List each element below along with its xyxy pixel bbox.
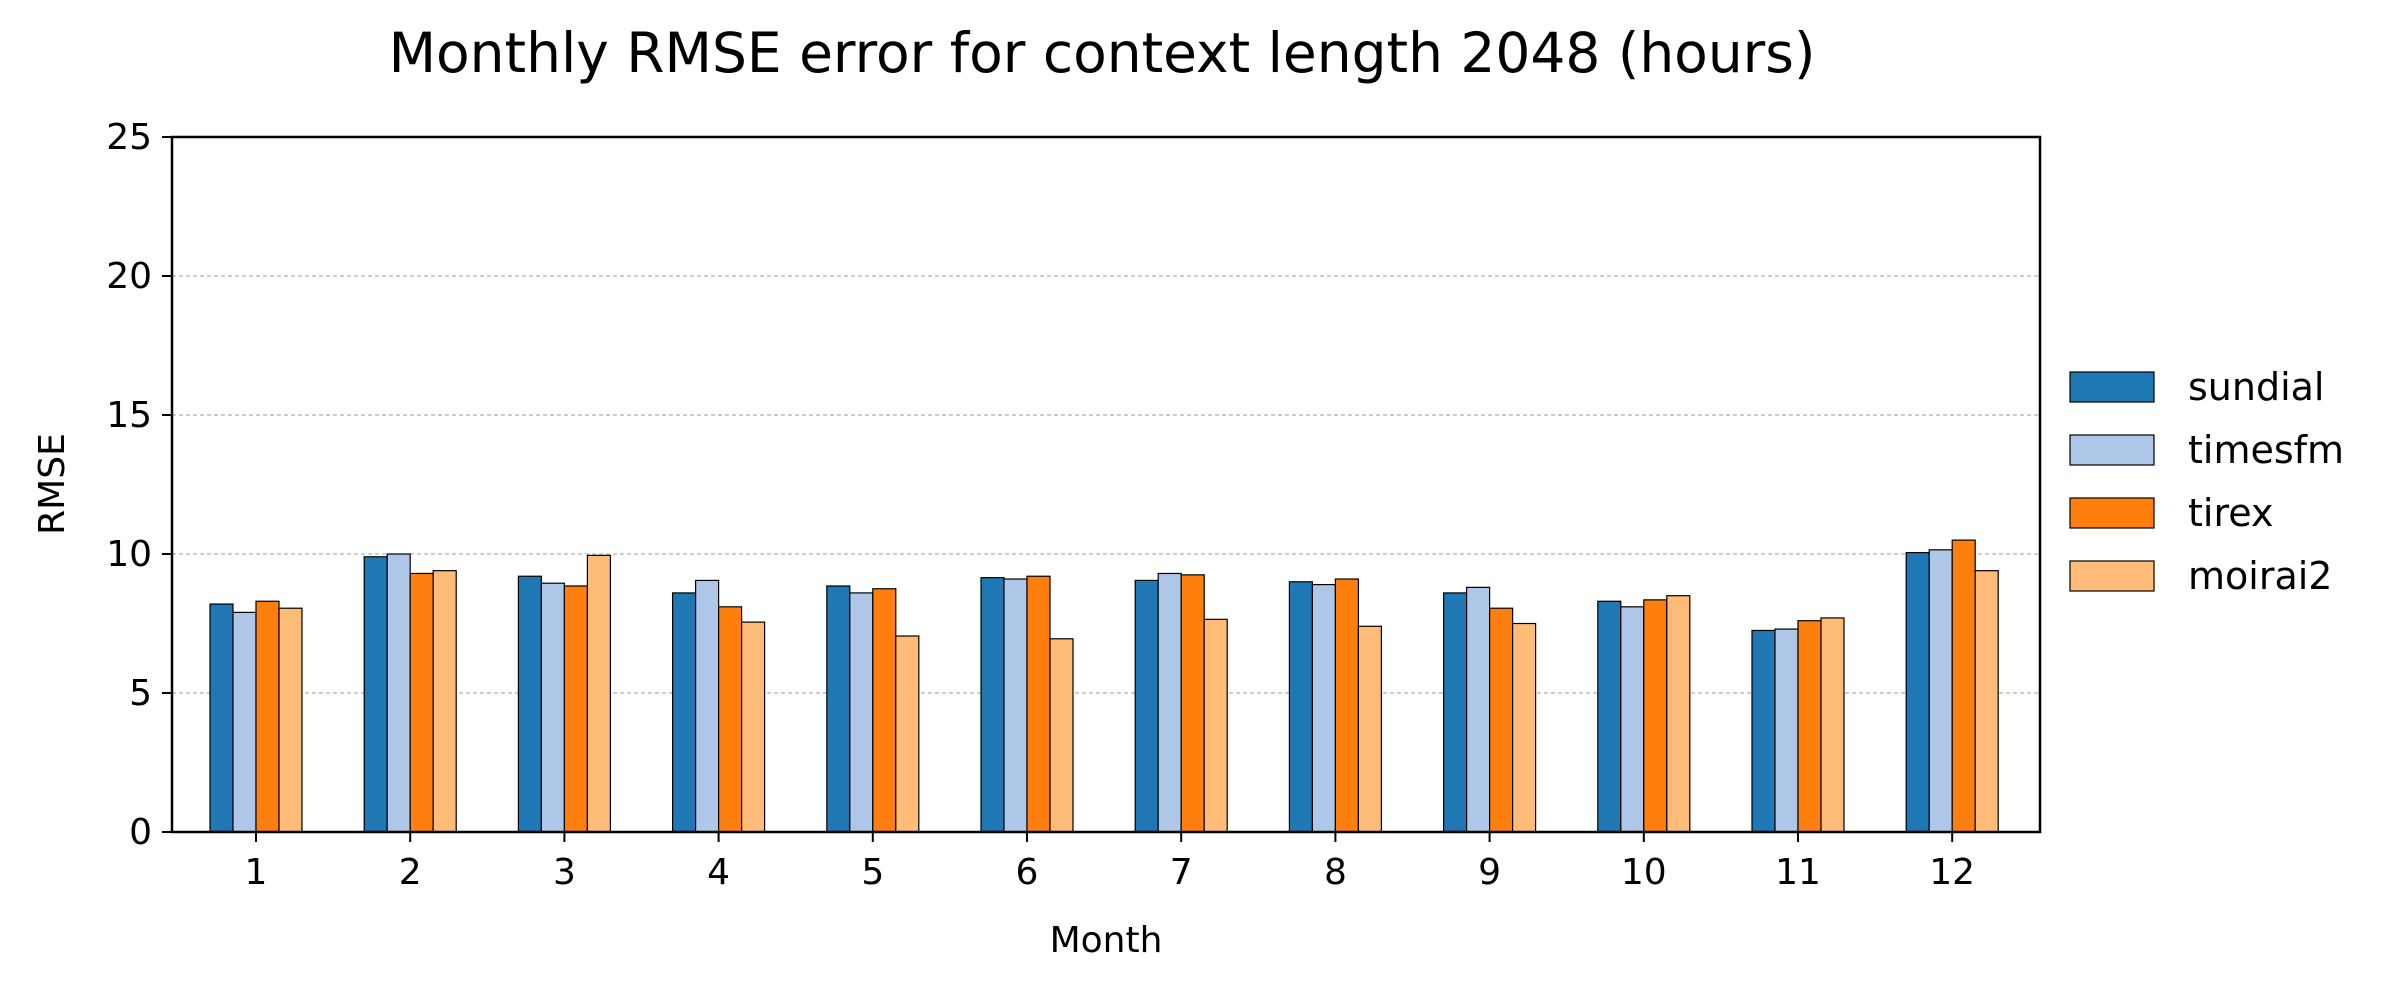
x-axis: 1 2 3 4 5 6 7 8 9 10 11 12 <box>245 832 1975 893</box>
bar-moirai2 <box>895 635 920 833</box>
legend-swatch <box>2069 497 2155 529</box>
bar-tirex <box>717 606 743 833</box>
x-tick-label: 3 <box>553 852 576 893</box>
x-tick-label: 7 <box>1170 852 1193 893</box>
bar-moirai2 <box>1203 618 1228 833</box>
x-tick-label: 2 <box>399 852 422 893</box>
x-tick-label: 11 <box>1775 852 1821 893</box>
legend-swatch <box>2069 371 2155 403</box>
y-axis: 0 5 10 15 20 25 <box>106 117 172 853</box>
bar-moirai2 <box>278 607 303 833</box>
legend-swatch <box>2069 560 2155 592</box>
y-tick-label: 10 <box>106 534 152 575</box>
chart-title: Monthly RMSE error for context length 20… <box>389 21 1816 85</box>
y-tick-label: 0 <box>129 812 152 853</box>
legend-item-sundial: sundial <box>2069 365 2325 409</box>
legend-item-tirex: tirex <box>2069 491 2273 535</box>
y-tick-label: 20 <box>106 256 152 297</box>
bar-timesfm <box>849 592 874 833</box>
bar-moirai2 <box>1511 622 1537 833</box>
plot-frame <box>170 135 2042 834</box>
x-axis-title: Month <box>1050 920 1163 961</box>
bar-timesfm <box>232 611 257 833</box>
y-tick-label: 25 <box>106 117 152 158</box>
bar-timesfm <box>1928 549 1953 833</box>
bar-timesfm <box>694 579 720 833</box>
bar-sundial <box>1905 552 1930 833</box>
bar-sundial <box>826 585 851 833</box>
x-tick-label: 8 <box>1324 852 1347 893</box>
bar-sundial <box>1442 592 1468 833</box>
bar-tirex <box>1026 575 1051 833</box>
legend-item-moirai2: moirai2 <box>2069 554 2332 598</box>
x-tick-label: 12 <box>1929 852 1975 893</box>
legend-swatch <box>2069 434 2155 466</box>
bar-tirex <box>1797 620 1822 833</box>
bar-moirai2 <box>1357 625 1383 833</box>
bar-sundial <box>209 603 234 833</box>
x-tick-label: 9 <box>1478 852 1501 893</box>
bar-sundial <box>671 592 697 833</box>
bar-moirai2 <box>1820 617 1845 833</box>
bar-moirai2 <box>1974 570 1999 833</box>
x-tick-label: 6 <box>1016 852 1039 893</box>
x-tick-label: 4 <box>707 852 730 893</box>
bar-tirex <box>1488 607 1514 833</box>
x-tick-label: 5 <box>861 852 884 893</box>
bar-timesfm <box>386 553 411 833</box>
bar-moirai2 <box>1049 638 1074 833</box>
y-tick-label: 5 <box>129 673 152 714</box>
bar-sundial <box>1134 579 1159 833</box>
bar-sundial <box>1751 629 1776 833</box>
bar-timesfm <box>1157 572 1182 833</box>
bar-sundial <box>1288 581 1314 833</box>
bar-tirex <box>255 600 280 833</box>
legend-label: sundial <box>2188 365 2325 409</box>
bar-tirex <box>1334 578 1360 833</box>
legend-item-timesfm: timesfm <box>2069 428 2344 472</box>
bar-tirex <box>872 588 897 833</box>
bar-sundial <box>517 575 543 833</box>
x-tick-label: 10 <box>1621 852 1667 893</box>
bar-sundial <box>1597 600 1622 833</box>
legend-label: tirex <box>2188 491 2273 535</box>
bar-moirai2 <box>1666 595 1691 833</box>
x-tick-label: 1 <box>245 852 268 893</box>
bar-timesfm <box>540 582 566 833</box>
bar-tirex <box>1180 574 1205 833</box>
bar-tirex <box>409 572 434 833</box>
y-axis-title: RMSE <box>32 433 73 535</box>
bar-moirai2 <box>740 621 766 833</box>
y-tick-label: 15 <box>106 395 152 436</box>
bar-tirex <box>1643 599 1668 833</box>
bar-timesfm <box>1465 586 1491 833</box>
bar-sundial <box>980 577 1005 833</box>
bar-sundial <box>363 556 388 833</box>
bar-timesfm <box>1620 606 1645 833</box>
bar-tirex <box>563 585 589 833</box>
grid-lines <box>172 275 2040 694</box>
bars <box>209 539 1999 833</box>
bar-timesfm <box>1311 583 1337 833</box>
bar-timesfm <box>1774 628 1799 833</box>
legend-label: moirai2 <box>2188 554 2332 598</box>
bar-tirex <box>1951 539 1976 833</box>
legend: sundial timesfm tirex moirai2 <box>2069 365 2344 598</box>
bar-moirai2 <box>432 570 457 833</box>
bar-moirai2 <box>586 554 612 833</box>
bar-timesfm <box>1003 578 1028 833</box>
legend-label: timesfm <box>2188 428 2344 472</box>
